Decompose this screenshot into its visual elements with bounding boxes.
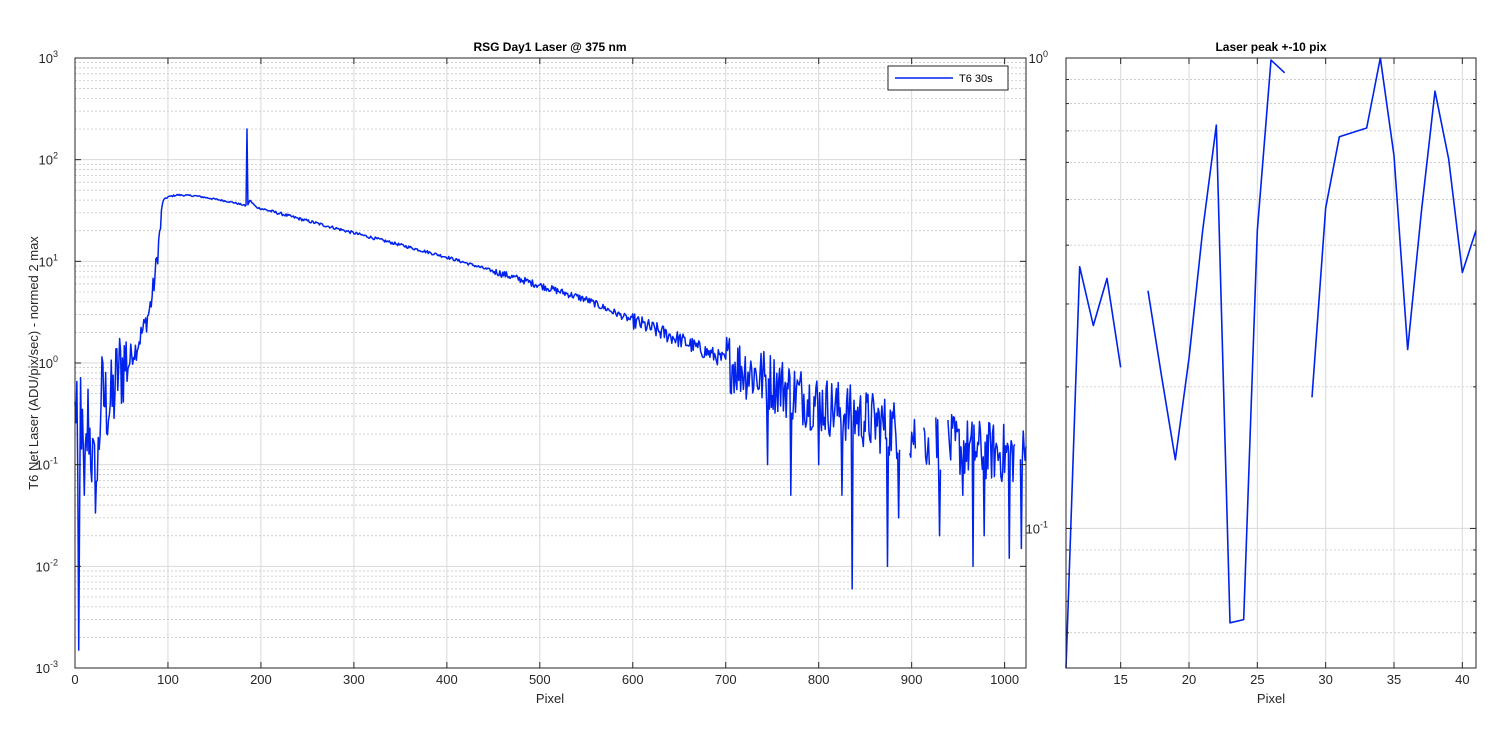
main-xtick-label: 100 [157,672,179,687]
peak-plot-xlabel: Pixel [1257,691,1285,706]
main-ytick-label: 10-3 [36,659,58,676]
peak-plot-frame [1065,57,1477,669]
main-xtick-label: 200 [250,672,272,687]
peak-xtick-label: 25 [1250,672,1264,687]
main-xtick-label: 700 [715,672,737,687]
peak-line-segment [1311,57,1477,398]
main-ytick-label: 103 [39,49,58,66]
peak-xtick-label: 35 [1387,672,1401,687]
peak-plot-ticks: 10-1 100 15 20 25 30 35 40 [1026,49,1476,687]
main-plot-xlabel: Pixel [536,691,564,706]
main-plot-ticks: 0 100 200 300 400 500 600 700 800 900 1000 10-3 10-2… [36,49,1026,687]
main-plot-series [74,128,1027,651]
main-xtick-label: 300 [343,672,365,687]
peak-ytick-label: 10-1 [1026,519,1048,536]
main-ytick-label: 100 [39,354,58,371]
main-xtick-label: 500 [529,672,551,687]
peak-xtick-label: 30 [1318,672,1332,687]
main-xtick-label: 900 [901,672,923,687]
main-xtick-label: 400 [436,672,458,687]
legend-label: T6 30s [959,73,993,85]
main-xtick-label: 800 [808,672,830,687]
spectrum-line-t6-30s [74,128,1027,651]
peak-xtick-label: 15 [1113,672,1127,687]
main-ytick-label: 10-1 [36,456,58,473]
main-ytick-label: 10-2 [36,557,58,574]
peak-plot-series [1065,57,1477,669]
main-ytick-label: 102 [39,151,58,168]
peak-xtick-label: 20 [1182,672,1196,687]
main-xtick-label: 600 [622,672,644,687]
main-ytick-label: 101 [39,252,58,269]
main-spectrum-plot: 0 100 200 300 400 500 600 700 800 900 1000 10-3 10-2… [26,40,1027,706]
main-xtick-label: 1000 [990,672,1019,687]
peak-plot-title: Laser peak +-10 pix [1215,40,1326,54]
legend: T6 30s [887,65,1009,91]
main-plot-grid [74,57,1026,669]
main-plot-title: RSG Day1 Laser @ 375 nm [473,40,626,54]
peak-plot-area [1066,58,1476,668]
peak-line-segment [1147,59,1286,624]
main-xtick-label: 0 [71,672,78,687]
peak-line-segment [1065,265,1122,669]
peak-ytick-label: 100 [1029,49,1048,66]
main-plot-ylabel: T6 Net Laser (ADU/pix/sec) - normed 2 ma… [26,236,41,490]
peak-xtick-label: 40 [1455,672,1469,687]
